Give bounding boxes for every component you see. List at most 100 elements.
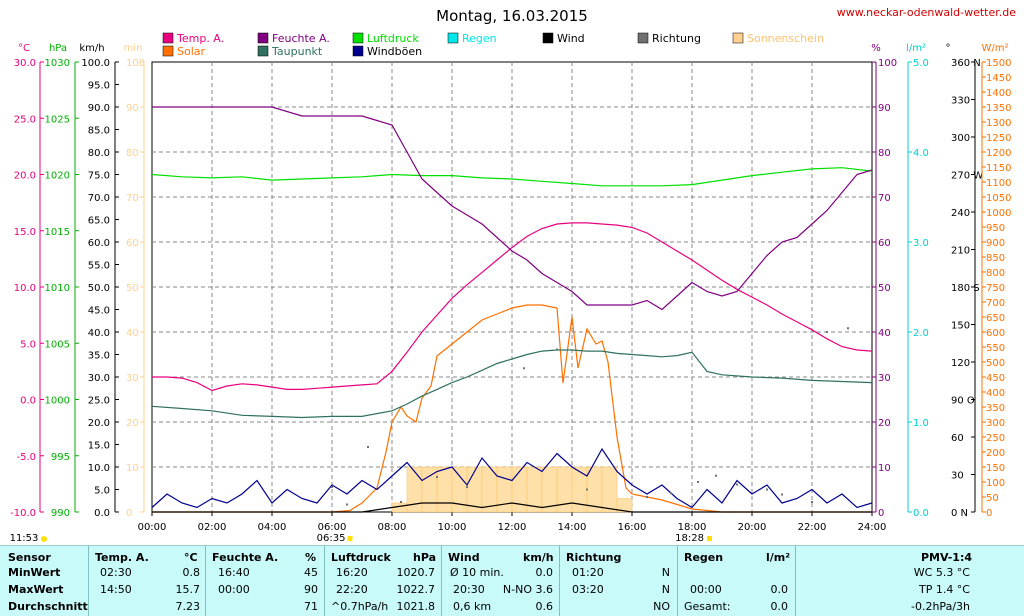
solar-unit-label: W/m² xyxy=(981,43,1008,54)
legend-swatch xyxy=(257,45,269,57)
temp-tick-label: 20.0 xyxy=(14,171,36,182)
sunshine-tick-label: 70 xyxy=(126,193,139,204)
min-dir-value: N xyxy=(661,566,670,579)
humidity-tick-label: 70 xyxy=(878,193,891,204)
solar-tick-label: 300 xyxy=(986,418,1005,429)
pressure-tick-label: 1005 xyxy=(45,339,70,350)
series-taupunkt-line xyxy=(151,349,873,419)
pmv-wc: WC 5.3 °C xyxy=(913,566,970,579)
sunshine-tick-label: 60 xyxy=(126,238,139,249)
time-tick-label: 02:00 xyxy=(198,522,227,533)
solar-tick-label: 400 xyxy=(986,388,1005,399)
solar-tick-label: 650 xyxy=(986,313,1005,324)
sunshine-tick-label: 10 xyxy=(126,463,139,474)
solar-tick-label: 50 xyxy=(986,493,999,504)
pressure-tick-label: 990 xyxy=(51,508,70,519)
wind-tick-label: 15.0 xyxy=(88,441,110,452)
header-temp: Temp. A. xyxy=(95,551,149,564)
pressure-tick-label: 995 xyxy=(51,452,70,463)
time-tick-label: 22:00 xyxy=(798,522,827,533)
legend-label: Sonnenschein xyxy=(747,32,824,45)
wind-tick-label: 10.0 xyxy=(88,463,110,474)
temp-tick-label: 0.0 xyxy=(20,396,36,407)
direction-tick-label: 0 N xyxy=(951,508,968,519)
solar-tick-label: 1100 xyxy=(986,178,1011,189)
wind-tick-label: 70.0 xyxy=(88,193,110,204)
humidity-unit-label: % xyxy=(871,43,881,54)
solar-tick-label: 1350 xyxy=(986,103,1011,114)
direction-point xyxy=(847,327,849,330)
humidity-tick-label: 20 xyxy=(878,418,891,429)
sunshine-tick-label: 30 xyxy=(126,373,139,384)
header-rain-unit: l/m² xyxy=(766,551,791,564)
time-tick-label: 10:00 xyxy=(438,522,467,533)
min-temp-value: 0.8 xyxy=(182,566,201,579)
legend-label: Windböen xyxy=(367,45,422,58)
direction-tick-label: 180 S xyxy=(951,283,980,294)
time-tick-label: 12:00 xyxy=(498,522,527,533)
pressure-tick-label: 1025 xyxy=(45,114,70,125)
rain-tick-label: 1.0 xyxy=(913,418,929,429)
solar-tick-label: 850 xyxy=(986,253,1005,264)
wind-tick-label: 20.0 xyxy=(88,418,110,429)
solar-tick-label: 250 xyxy=(986,433,1005,444)
legend-label: Richtung xyxy=(652,32,701,45)
legend-swatch xyxy=(542,32,554,44)
solar-tick-label: 750 xyxy=(986,283,1005,294)
pressure-tick-label: 1020 xyxy=(45,171,70,182)
sunrise-label: 06:35 xyxy=(317,533,346,544)
avg-wind-distance: 0,6 km xyxy=(453,600,492,613)
direction-point xyxy=(811,501,813,503)
rain-tick-label: 2.0 xyxy=(913,328,929,339)
direction-point xyxy=(556,348,558,351)
wind-tick-label: 85.0 xyxy=(88,126,110,137)
series-luftdruck-line xyxy=(151,167,873,187)
solar-tick-label: 1200 xyxy=(986,148,1011,159)
humidity-tick-label: 60 xyxy=(878,238,891,249)
direction-tick-label: 360 N xyxy=(951,58,981,69)
legend-swatch xyxy=(352,45,364,57)
sunshine-bar xyxy=(616,498,633,513)
wind-tick-label: 60.0 xyxy=(88,238,110,249)
source-url: www.neckar-odenwald-wetter.de xyxy=(837,6,1017,19)
pressure-unit-label: hPa xyxy=(49,43,67,54)
sunshine-tick-label: 50 xyxy=(126,283,139,294)
humidity-tick-label: 50 xyxy=(878,283,891,294)
pmv-pressure-trend: -0.2hPa/3h xyxy=(911,600,970,613)
rain-tick-label: 4.0 xyxy=(913,148,929,159)
sunset-icon xyxy=(707,536,712,541)
min-press-time: 16:20 xyxy=(336,566,368,579)
temp-tick-label: 5.0 xyxy=(20,339,36,350)
avg-wind-value: 0.6 xyxy=(535,600,554,613)
wind-tick-label: 25.0 xyxy=(88,396,110,407)
direction-point xyxy=(826,331,828,333)
direction-tick-label: 120 xyxy=(951,358,970,369)
temp-unit-label: °C xyxy=(18,43,30,54)
direction-point xyxy=(697,481,699,483)
legend-swatch xyxy=(352,32,364,44)
sunrise-icon xyxy=(347,536,353,541)
legend-swatch xyxy=(162,32,174,44)
temp-tick-label: 10.0 xyxy=(14,283,36,294)
max-wind-value: N-NO 3.6 xyxy=(502,583,553,596)
direction-tick-label: 240 xyxy=(951,208,970,219)
header-pressure-unit: hPa xyxy=(413,551,437,564)
legend-swatch xyxy=(732,32,744,44)
time-tick-label: 18:00 xyxy=(678,522,707,533)
legend-swatch xyxy=(162,45,174,57)
min-hum-time: 16:40 xyxy=(218,566,250,579)
header-pressure: Luftdruck xyxy=(331,551,391,564)
pressure-tick-label: 1010 xyxy=(45,283,70,294)
rain-total-value: 0.0 xyxy=(770,600,789,613)
humidity-tick-label: 0 xyxy=(878,508,884,519)
legend-label: Solar xyxy=(177,45,206,58)
direction-tick-label: 270 W xyxy=(951,171,983,182)
solar-tick-label: 0 xyxy=(986,508,992,519)
col-divider xyxy=(795,546,796,616)
sunshine-tick-label: 20 xyxy=(126,418,139,429)
avg-dir-value: NO xyxy=(653,600,670,613)
solar-tick-label: 800 xyxy=(986,268,1005,279)
solar-tick-label: 950 xyxy=(986,223,1005,234)
direction-unit-label: ° xyxy=(946,43,951,54)
rain-total-label: Gesamt: xyxy=(684,600,731,613)
